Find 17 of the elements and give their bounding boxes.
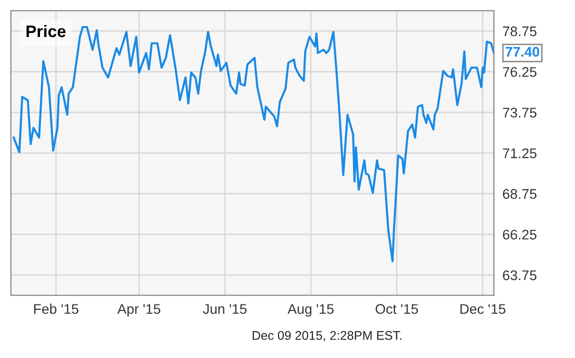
y-tick-label: 71.25 [502,148,536,158]
x-tick-label: Apr '15 [117,304,160,317]
y-tick-label: 73.75 [502,108,536,118]
text: Price [26,24,66,38]
x-tick-label: Aug '15 [288,304,334,317]
y-tick-label: 78.75 [502,26,536,36]
line-series [12,26,494,262]
annotation: 77.40 [506,46,540,57]
x-tick-label: Jun '15 [203,304,247,314]
x-tick-label: Feb '15 [34,304,78,314]
y-tick-label: 68.75 [502,189,536,199]
y-tick-label: 66.25 [502,230,536,240]
text: Dec 09 2015, 2:28PM EST. [252,331,402,342]
y-tick-label: 76.25 [502,67,536,77]
x-tick-label: Oct '15 [376,304,418,314]
x-tick-label: Dec '15 [460,304,506,314]
y-tick-label: 63.75 [502,270,536,280]
